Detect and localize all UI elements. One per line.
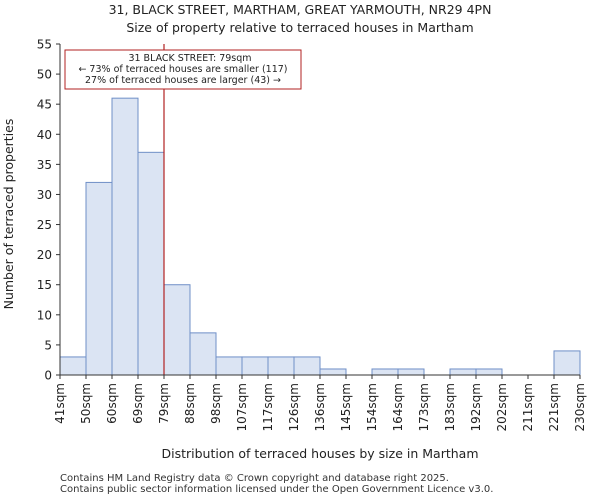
x-tick-label: 211sqm: [521, 383, 535, 431]
x-tick-label: 79sqm: [157, 383, 171, 424]
histogram-bar: [397, 368, 425, 376]
y-tick-label: 30: [37, 188, 52, 202]
histogram-bar: [553, 350, 581, 376]
histogram-bar: [319, 368, 347, 376]
histogram-bar: [241, 356, 269, 376]
y-tick-label: 55: [37, 38, 52, 52]
x-tick-label: 173sqm: [417, 383, 431, 431]
x-axis-label: Distribution of terraced houses by size …: [161, 446, 478, 461]
x-tick-label: 221sqm: [547, 383, 561, 431]
y-tick-label: 40: [37, 128, 52, 142]
y-tick-label: 5: [44, 338, 52, 352]
annotation-line-1: 31 BLACK STREET: 79sqm: [128, 53, 251, 64]
x-tick-label: 136sqm: [313, 383, 327, 431]
chart-subtitle: Size of property relative to terraced ho…: [126, 20, 474, 35]
x-tick-label: 98sqm: [209, 383, 223, 424]
histogram-bar: [371, 368, 399, 376]
y-tick-label: 35: [37, 158, 52, 172]
x-tick-label: 41sqm: [53, 383, 67, 424]
histogram-chart: 0 5 10 15 20 25 30 35 40 45 50 55 41sqm 50sqm 60sqm 69…: [1, 38, 587, 462]
y-tick-label: 25: [37, 218, 52, 232]
x-tick-label: 183sqm: [443, 383, 457, 431]
y-tick-label: 10: [37, 308, 52, 322]
y-axis-label: Number of terraced properties: [1, 119, 16, 310]
histogram-bar: [85, 181, 113, 376]
y-tick-label: 15: [37, 278, 52, 292]
y-tick-label: 20: [37, 248, 52, 262]
x-tick-label: 126sqm: [287, 383, 301, 431]
x-tick-label: 117sqm: [261, 383, 275, 431]
histogram-bar: [111, 97, 139, 376]
histogram-bar: [267, 356, 295, 376]
chart-title: 31, BLACK STREET, MARTHAM, GREAT YARMOUT…: [108, 2, 492, 17]
x-tick-label: 154sqm: [365, 383, 379, 431]
y-tick-label: 45: [37, 98, 52, 112]
histogram-bar: [189, 332, 217, 376]
x-tick-label: 202sqm: [495, 383, 509, 431]
histogram-bar: [475, 368, 503, 376]
annotation-box: 31 BLACK STREET: 79sqm ← 73% of terraced…: [64, 49, 302, 90]
x-tick-label: 50sqm: [79, 383, 93, 424]
x-tick-label: 192sqm: [469, 383, 483, 431]
histogram-bar: [59, 356, 87, 376]
x-tick-label: 88sqm: [183, 383, 197, 424]
x-tick-label: 69sqm: [131, 383, 145, 424]
x-tick-label: 107sqm: [235, 383, 249, 431]
annotation-line-2: ← 73% of terraced houses are smaller (11…: [78, 64, 287, 75]
histogram-bar: [137, 151, 165, 376]
y-tick-label: 0: [44, 369, 52, 383]
footer-copyright: Contains HM Land Registry data © Crown c…: [60, 473, 449, 484]
histogram-bar: [449, 368, 477, 376]
x-tick-label: 164sqm: [391, 383, 405, 431]
histogram-bar: [293, 356, 321, 376]
x-tick-label: 145sqm: [339, 383, 353, 431]
y-tick-label: 50: [37, 68, 52, 82]
x-tick-label: 60sqm: [105, 383, 119, 424]
footer-licence: Contains public sector information licen…: [60, 484, 494, 495]
histogram-bar: [163, 284, 191, 376]
x-tick-label: 230sqm: [573, 383, 587, 431]
annotation-line-3: 27% of terraced houses are larger (43) →: [85, 75, 281, 86]
histogram-bar: [215, 356, 243, 376]
